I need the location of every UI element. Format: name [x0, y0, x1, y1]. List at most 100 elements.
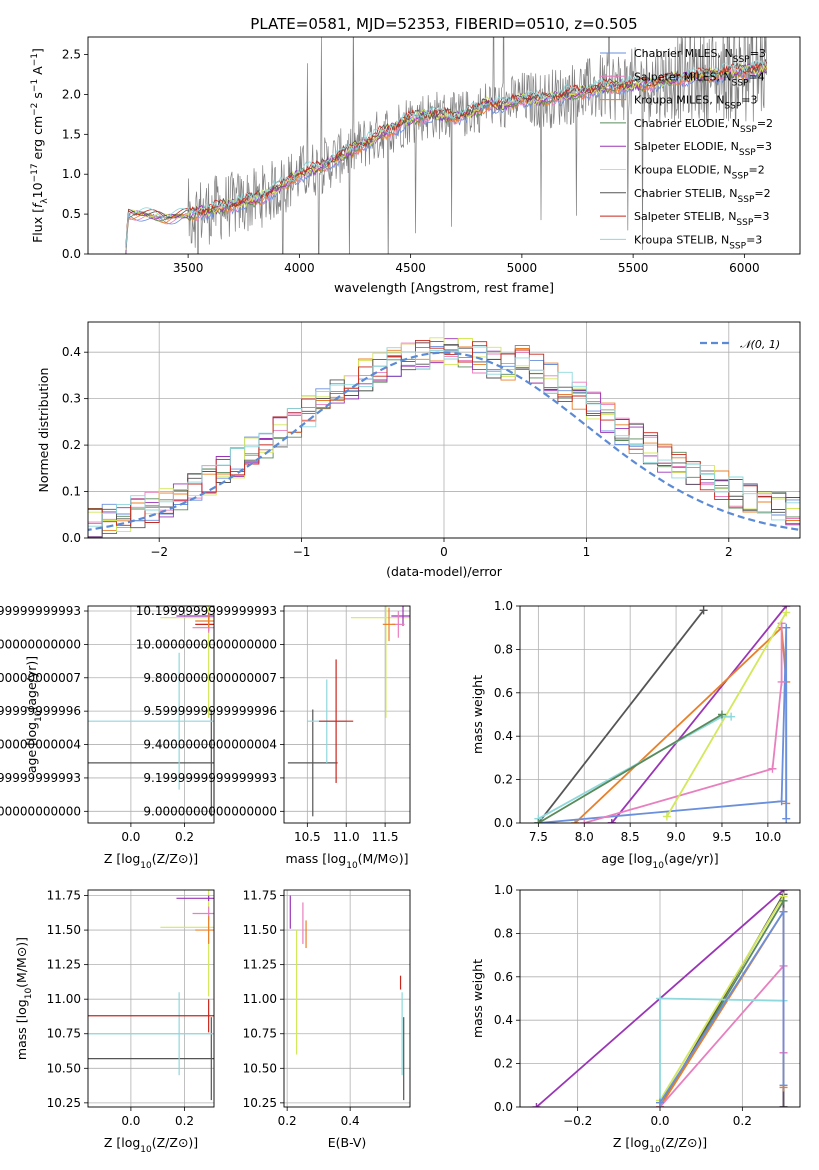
axes-frame	[87, 889, 215, 1108]
panel-mass-vs-Z: 0.0 0.2 10.25 10.50 10.75 11.00 11.25 11.50 11.7…	[14, 889, 215, 1155]
panel-spectrum: 3500 4000 4500 5000 5500 6000 0.0 0.5 1.0 1.5 2.0 2…	[30, 36, 801, 295]
y-tick-label: 10.0000000000000000	[0, 637, 81, 651]
errorbar-point	[195, 916, 214, 944]
grid-lines	[284, 606, 410, 823]
weight-marker	[532, 1103, 541, 1107]
axis-ticks: 0.2 0.4 10.25 10.50 10.75 11.00 11.25 11.50 11.7…	[243, 889, 360, 1128]
axes-frame	[519, 605, 801, 824]
weight-marker	[699, 606, 708, 615]
axis-ticks: −2 −1 0 1 2 0.0 0.1 0.2 0.3 0.4	[62, 345, 733, 559]
model-spectrum-line	[125, 58, 767, 250]
plot-area	[532, 890, 788, 1107]
legend-label: 𝒩(0, 1)	[740, 338, 780, 351]
x-tick-label: 5000	[507, 261, 538, 275]
residual-histogram	[88, 346, 800, 527]
weight-marker	[656, 1098, 664, 1107]
legend: Chabrier MILES, NSSP=3 Salpeter MILES, NS…	[600, 47, 773, 251]
model-spectrum-line	[125, 64, 767, 254]
legend: 𝒩(0, 1)	[700, 338, 780, 351]
y-tick-label: 11.00	[47, 992, 81, 1006]
x-tick-label: 4500	[395, 261, 426, 275]
plot-area	[289, 895, 405, 1101]
weight-line	[659, 896, 785, 1101]
y-tick-label: 9.0000000000000000	[0, 804, 81, 818]
y-axis-label: Flux [fλ10−17 erg cm−2 s−1 A−1]	[30, 48, 50, 243]
panel-age-vs-Z: 0.0 0.2 9.0000000000000000 9.19999999999999…	[0, 604, 215, 871]
x-tick-label: 6000	[729, 261, 760, 275]
panel-age-vs-mass: 10.5 11.0 11.5 9.0000000000000000 9.19999999…	[136, 604, 411, 871]
axis-ticks: 3500 4000 4500 5000 5500 6000 0.0 0.5 1.0 1.5 2.0 2…	[62, 48, 760, 275]
legend-label: Kroupa ELODIE, NSSP=2	[634, 164, 765, 182]
legend-label: Kroupa STELIB, NSSP=3	[634, 233, 762, 251]
panel-mass-vs-ebv: 0.2 0.4 10.25 10.50 10.75 11.00 11.25 11.50 11.7…	[243, 889, 411, 1150]
weight-marker	[779, 896, 788, 905]
y-tick-label: 10.75	[47, 1027, 81, 1041]
y-axis-label: Normed distribution	[36, 368, 51, 493]
y-tick-label: 10.0000000000000000	[136, 637, 277, 651]
x-axis-label: wavelength [Angstrom, rest frame]	[334, 280, 554, 295]
model-spectrum-line	[125, 59, 767, 248]
x-tick-label: 1	[583, 545, 591, 559]
x-tick-label: 0.2	[733, 1114, 752, 1128]
y-tick-label: 1.0	[62, 167, 81, 181]
legend-label: Chabrier STELIB, NSSP=2	[634, 187, 771, 205]
y-axis-label: age [log10(age/yr)]	[24, 656, 44, 773]
x-tick-label: 0.0	[121, 830, 140, 844]
weight-marker	[779, 1081, 788, 1090]
y-tick-label: 1.0	[494, 599, 513, 613]
x-axis-label: (data-model)/error	[386, 564, 503, 579]
axes-frame	[283, 889, 411, 1108]
y-tick-label: 11.50	[243, 923, 277, 937]
y-tick-label: 0.3	[62, 392, 81, 406]
axis-ticks: −0.2 0.0 0.2 0.0 0.2 0.4 0.6 0.8 1.0	[494, 883, 752, 1128]
legend-label: Salpeter STELIB, NSSP=3	[634, 210, 770, 228]
y-axis-label: mass weight	[470, 675, 485, 754]
panel-residuals: −2 −1 0 1 2 0.0 0.1 0.2 0.3 0.4 (data-model)/error…	[36, 321, 801, 579]
weight-marker	[580, 819, 589, 823]
x-tick-label: 0.0	[650, 1114, 669, 1128]
x-tick-label: 0.2	[175, 830, 194, 844]
x-tick-label: 0.2	[175, 1114, 194, 1128]
y-tick-label: 10.1999999999999993	[136, 604, 277, 618]
y-tick-label: 0.6	[494, 686, 513, 700]
y-tick-label: 0.2	[494, 773, 513, 787]
y-tick-label: 11.25	[243, 958, 277, 972]
x-axis-label: Z [log10(Z/Z⊙)]	[613, 1135, 707, 1155]
weight-marker	[607, 819, 616, 823]
axes-frame	[87, 36, 801, 255]
errorbar-point	[88, 652, 214, 790]
axes-frame	[87, 605, 215, 824]
x-tick-label: 7.5	[529, 830, 548, 844]
weight-line	[537, 713, 723, 823]
weight-marker	[727, 712, 736, 721]
errorbar-point	[88, 999, 214, 1033]
y-tick-label: 0.4	[494, 729, 513, 743]
y-tick-label: 11.75	[243, 889, 277, 903]
y-tick-label: 0.8	[494, 926, 513, 940]
plot-area	[125, 37, 767, 254]
y-tick-label: 10.50	[243, 1061, 277, 1075]
y-tick-label: 9.0000000000000000	[143, 804, 277, 818]
x-axis-label: age [log10(age/yr)]	[601, 851, 718, 871]
weight-marker	[534, 819, 543, 823]
x-tick-label: 0	[440, 545, 448, 559]
axis-ticks: 10.5 11.0 11.5 9.0000000000000000 9.19999999…	[136, 604, 399, 844]
y-tick-label: 9.5999999999999996	[0, 704, 81, 718]
weight-marker	[777, 677, 786, 686]
errorbar-point	[88, 1017, 214, 1101]
axis-ticks: 0.0 0.2 9.0000000000000000 9.19999999999999…	[0, 604, 194, 844]
errorbar-point	[88, 709, 214, 817]
y-tick-label: 10.75	[243, 1027, 277, 1041]
y-tick-label: 10.25	[47, 1096, 81, 1110]
y-tick-label: 0.6	[494, 970, 513, 984]
x-axis-label: E(B-V)	[328, 1135, 367, 1150]
y-tick-label: 11.75	[47, 889, 81, 903]
model-spectrum-line	[125, 61, 767, 248]
x-tick-label: 9.0	[667, 830, 686, 844]
legend-label: Chabrier ELODIE, NSSP=2	[634, 117, 773, 135]
y-axis-label: mass [log10(M/M⊙)]	[14, 937, 34, 1060]
x-axis-label: Z [log10(Z/Z⊙)]	[104, 1135, 198, 1155]
y-tick-label: 0.0	[494, 1100, 513, 1114]
axes-frame	[283, 605, 411, 824]
